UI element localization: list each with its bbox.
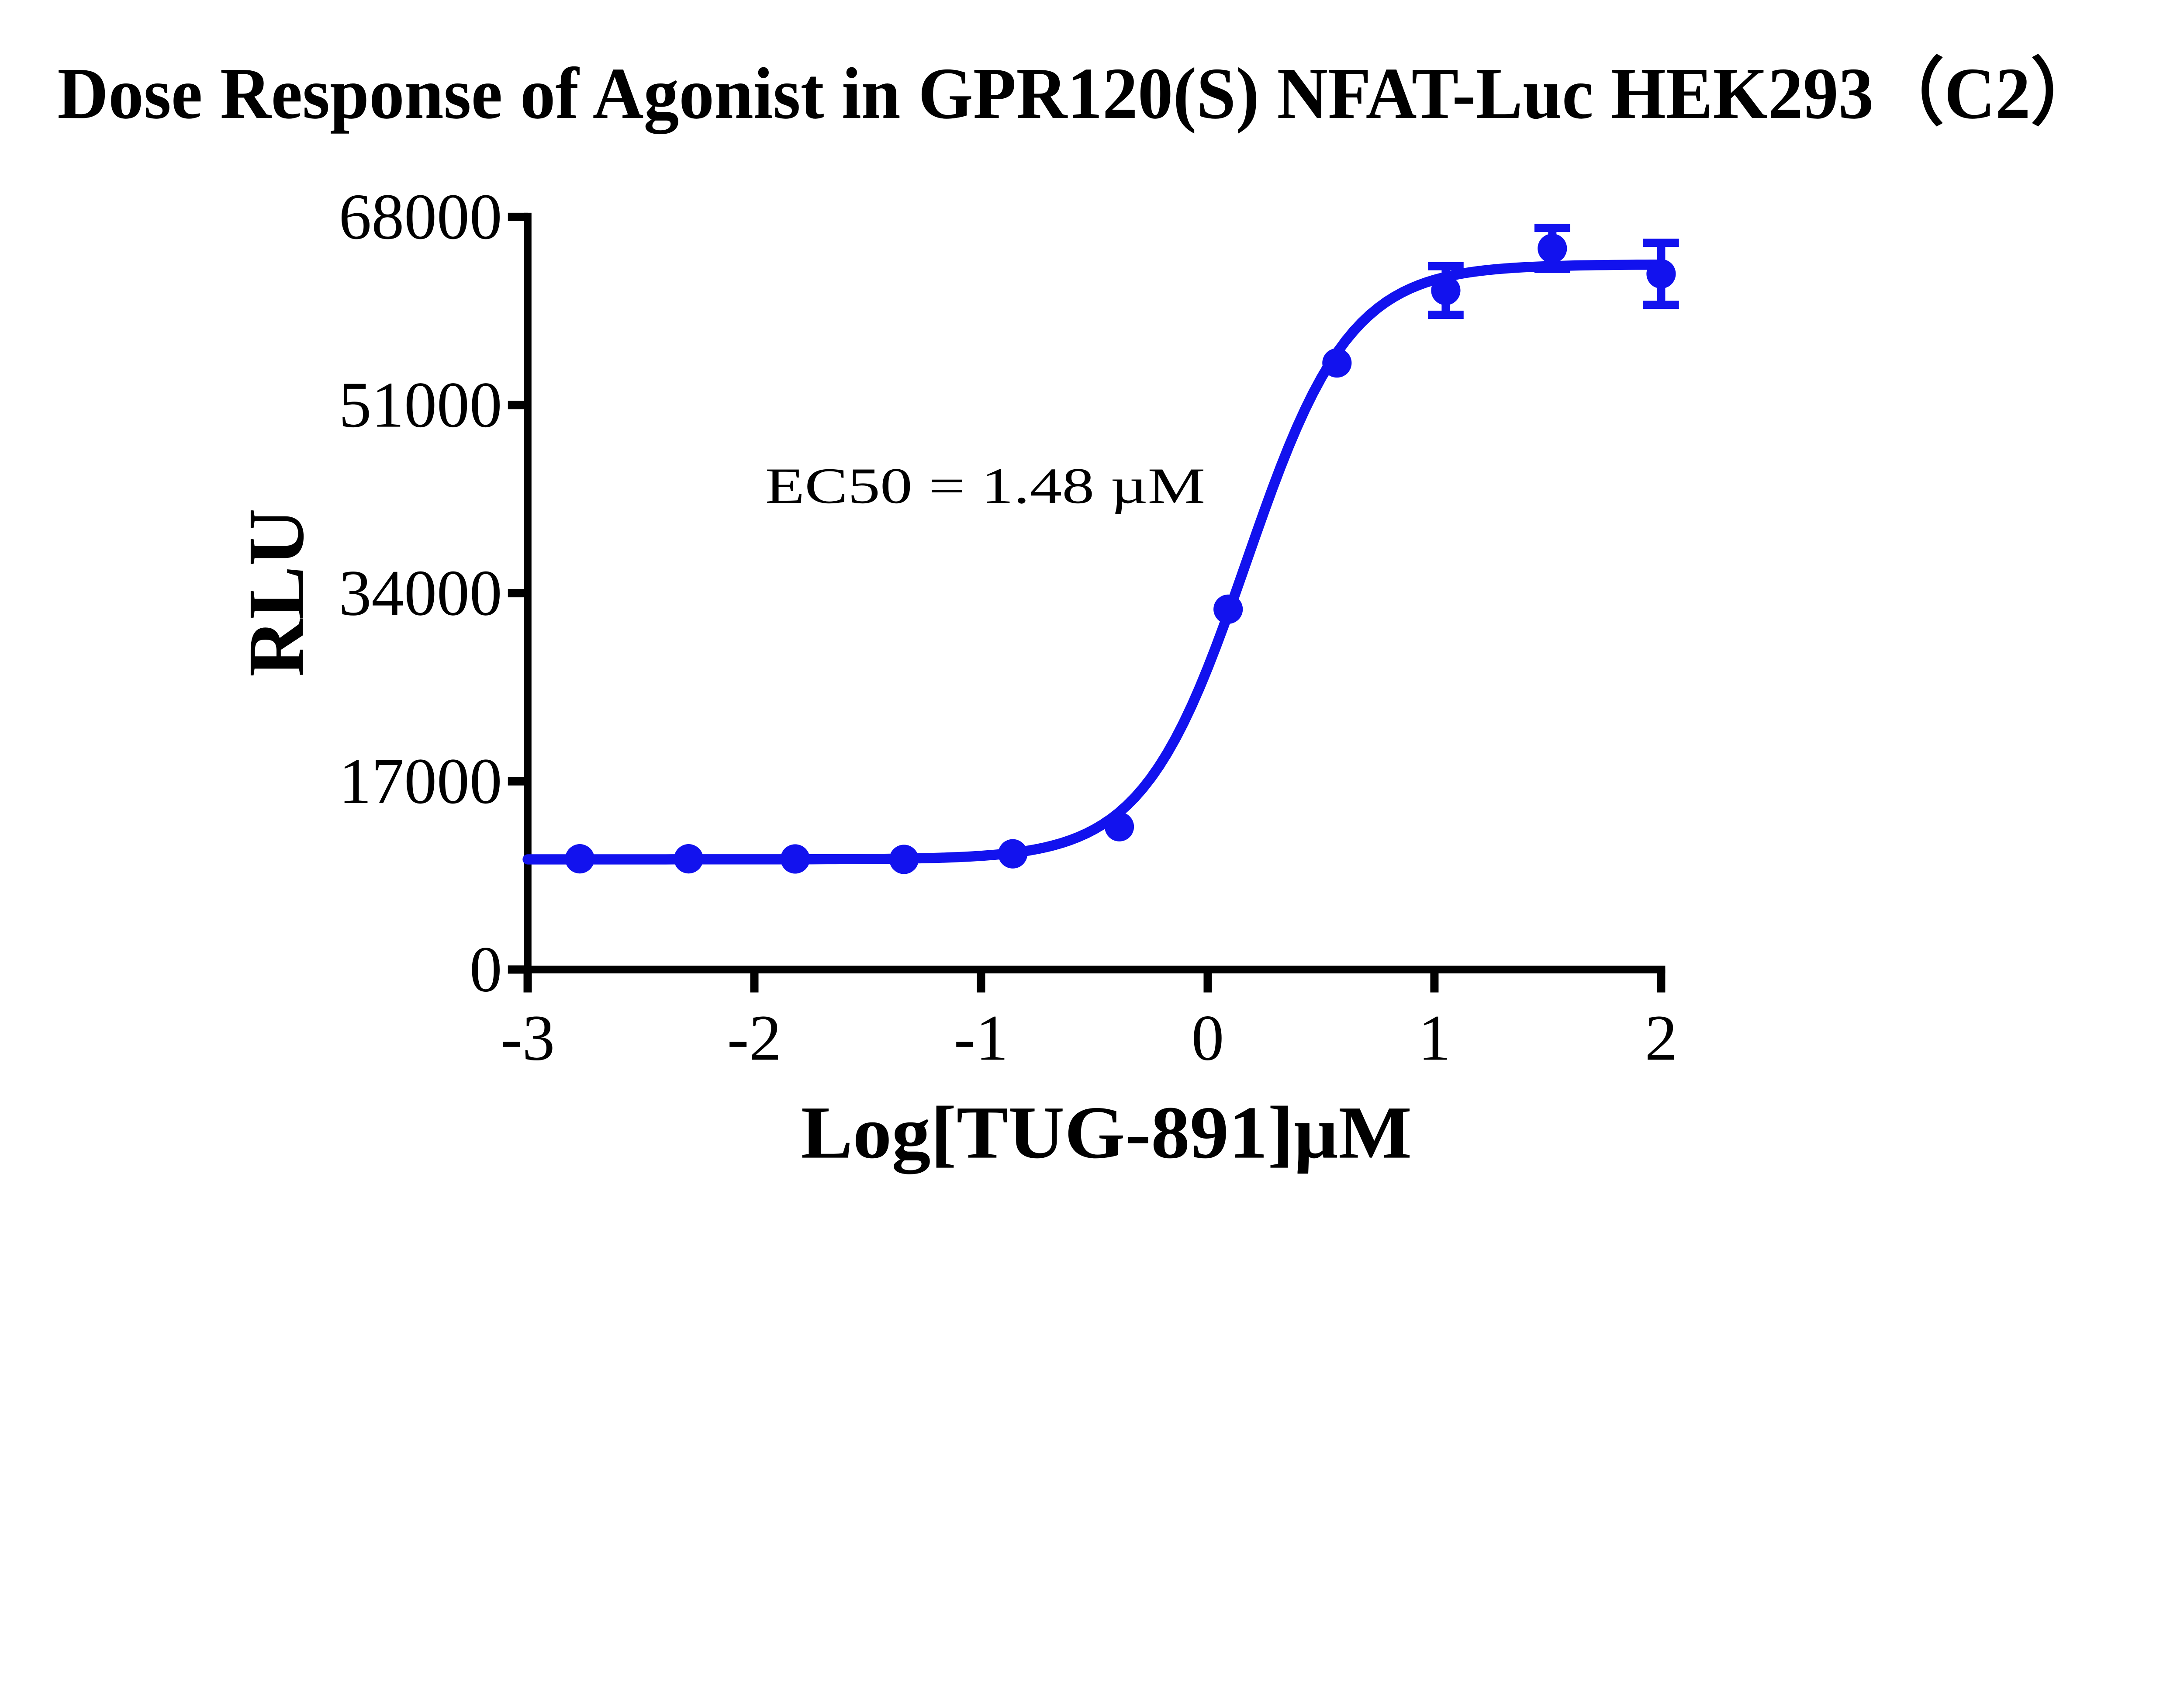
x-axis: -3 -2 -1 0 1 2	[501, 966, 1678, 1074]
x-tick-label: 1	[1418, 1002, 1451, 1074]
y-axis-label: RLU	[232, 509, 320, 677]
data-point	[1538, 233, 1567, 263]
data-point	[889, 845, 919, 874]
chart-title: Dose Response of Agonist in GPR120(S) NF…	[57, 53, 2101, 134]
data-point	[1104, 812, 1134, 842]
fit-curve	[522, 260, 1666, 865]
data-point	[1646, 259, 1676, 289]
data-point	[565, 844, 594, 874]
dose-response-chart: Dose Response of Agonist in GPR120(S) NF…	[57, 53, 2101, 1174]
data-points	[565, 233, 1676, 874]
x-tick-label: -2	[727, 1002, 782, 1074]
dose-response-chart-container: Dose Response of Agonist in GPR120(S) NF…	[57, 53, 2101, 1174]
data-point	[1213, 594, 1243, 624]
y-tick-label: 68000	[339, 181, 502, 253]
y-axis: 0 17000 34000 51000 68000	[339, 181, 532, 1006]
data-point	[674, 844, 704, 874]
x-tick-label: 2	[1645, 1002, 1678, 1074]
x-tick-label: 0	[1192, 1002, 1224, 1074]
x-tick-label: -3	[501, 1002, 555, 1074]
data-point	[780, 844, 810, 874]
data-point	[1431, 276, 1461, 305]
y-tick-label: 17000	[339, 745, 502, 817]
y-tick-label: 0	[470, 934, 502, 1006]
y-tick-label: 34000	[339, 557, 502, 629]
y-tick-label: 51000	[339, 369, 502, 441]
ec50-annotation: EC50 = 1.48 µM	[765, 458, 1205, 514]
data-point	[1322, 348, 1352, 378]
x-axis-label: Log[TUG-891]µM	[801, 1091, 1412, 1174]
data-point	[998, 839, 1028, 869]
x-tick-label: -1	[954, 1002, 1009, 1074]
